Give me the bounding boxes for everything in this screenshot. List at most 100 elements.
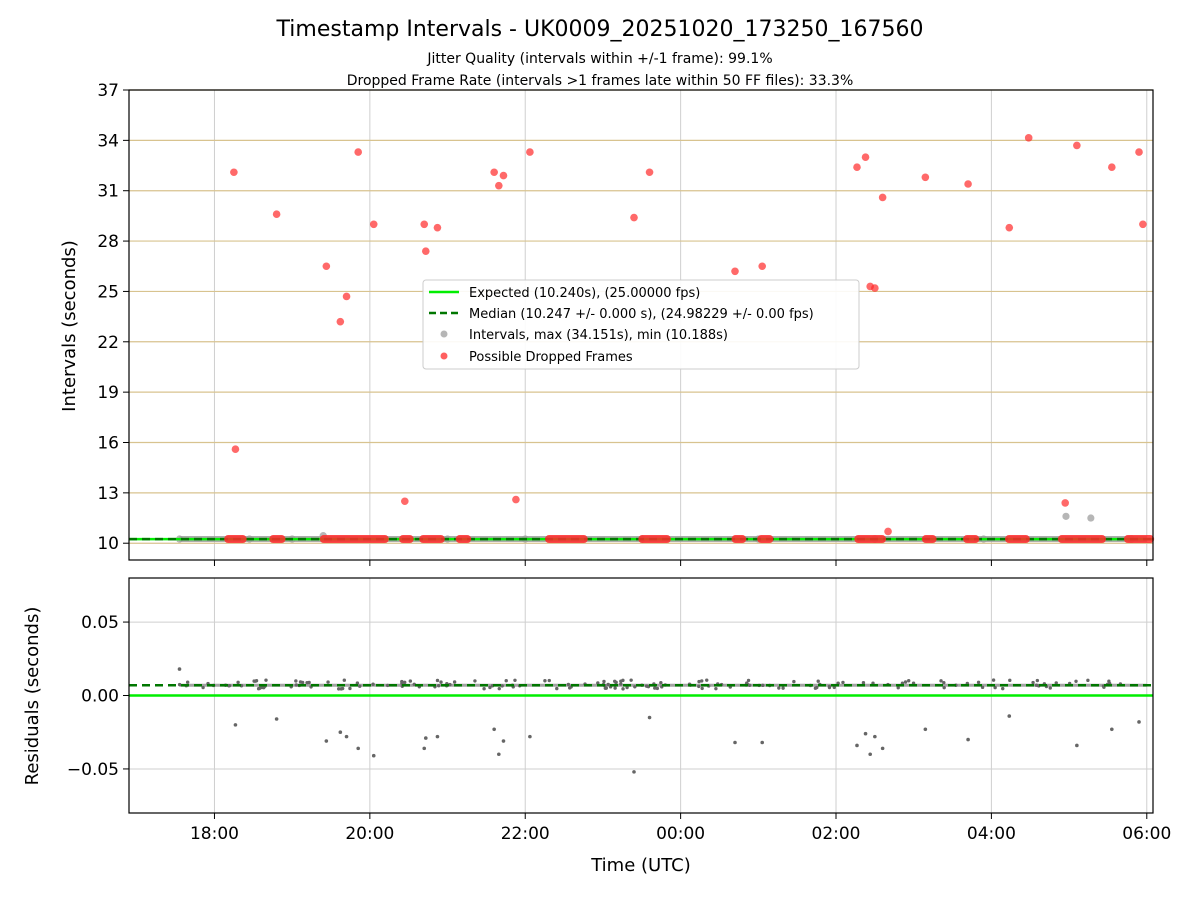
legend-dropped-label: Possible Dropped Frames [469, 350, 633, 365]
residual-point [500, 684, 504, 688]
dropped-frame-point [526, 148, 534, 156]
top-y-tick-label: 13 [97, 484, 119, 504]
residual-outlier-point [647, 715, 652, 720]
residual-point [991, 678, 996, 682]
dropped-frame-point [322, 262, 331, 271]
residual-point [604, 686, 608, 690]
residual-outlier-point [880, 746, 885, 751]
residual-point [612, 679, 617, 683]
dropped-frame-point [495, 181, 503, 190]
x-tick-label: 00:00 [656, 824, 705, 844]
residual-point [714, 686, 718, 691]
residual-point [358, 684, 362, 688]
residual-point [300, 680, 305, 685]
bottom-y-tick-label: 0.00 [81, 687, 119, 707]
residual-outlier-point [1110, 727, 1114, 732]
residual-point [436, 684, 441, 688]
residual-point [827, 684, 832, 689]
residual-point [625, 685, 629, 690]
dropped-frame-point [1024, 134, 1033, 142]
interval-point [1062, 512, 1070, 520]
residual-outlier-point [966, 737, 970, 742]
residual-point [371, 682, 375, 686]
bottom-plot-frame [128, 577, 1154, 814]
dropped-frame-point [512, 495, 520, 504]
dropped-frame-point [369, 220, 378, 229]
residual-point [403, 680, 407, 685]
residual-point [305, 680, 309, 685]
residual-point [336, 687, 341, 691]
residual-point [264, 678, 268, 682]
dropped-frame-point [1005, 223, 1014, 232]
dropped-frame-cluster [419, 535, 445, 544]
residual-outlier-point [338, 730, 343, 735]
residual-point [700, 679, 704, 683]
residual-outlier-point [233, 723, 238, 727]
residual-outlier-point [855, 743, 859, 748]
residual-point [907, 679, 911, 683]
residual-point [1107, 679, 1111, 683]
dropped-frame-point [230, 168, 238, 177]
residual-outlier-point [492, 727, 496, 732]
top-y-tick-label: 10 [97, 534, 119, 554]
legend-intervals-label: Intervals, max (34.151s), min (10.188s) [469, 328, 728, 343]
dropped-frame-point [758, 262, 767, 271]
dropped-frame-point [878, 193, 887, 202]
dropped-frame-point [421, 247, 430, 255]
residual-point [555, 686, 559, 691]
residual-point [1035, 678, 1040, 683]
residual-point [700, 686, 704, 691]
residual-point [653, 686, 657, 690]
residual-point [201, 685, 205, 690]
residual-point [177, 682, 182, 687]
residual-point [621, 687, 625, 691]
residual-point [621, 678, 625, 683]
top-y-tick-label: 37 [97, 81, 119, 101]
top-y-tick-label: 28 [97, 232, 119, 252]
residual-point [342, 678, 347, 682]
residual-point [294, 679, 298, 683]
residual-point [993, 685, 997, 690]
residual-point [1086, 678, 1090, 683]
residual-point [792, 679, 796, 684]
residual-point [1031, 680, 1035, 685]
residual-point [452, 680, 457, 684]
residual-point [655, 686, 660, 691]
residual-point [816, 679, 820, 683]
residual-point [746, 678, 751, 683]
chart-subtitle-dropped: Dropped Frame Rate (intervals >1 frames … [347, 73, 854, 89]
x-tick-label: 04:00 [967, 824, 1016, 844]
residual-point [606, 682, 610, 687]
top-plot-frame [128, 89, 1154, 561]
residual-outlier-point [868, 752, 872, 757]
intervals-panel: 10 13 16 19 22 25 28 31 34 37 [97, 81, 1155, 566]
residual-point [408, 679, 413, 683]
residual-outlier-point [863, 731, 868, 736]
x-tick-label: 22:00 [501, 824, 550, 844]
top-y-tick-label: 22 [97, 333, 119, 353]
residual-outlier-point [1007, 714, 1012, 718]
residual-outlier-point [422, 746, 427, 751]
dropped-frame-point [231, 445, 240, 454]
residual-point [596, 681, 600, 685]
residual-point [761, 683, 765, 688]
residual-outlier-point [324, 739, 329, 743]
residual-point [488, 685, 492, 690]
dropped-frame-cluster [1057, 535, 1106, 544]
legend-intervals-swatch [440, 330, 448, 338]
dropped-frame-point [499, 171, 508, 180]
dropped-frame-cluster [545, 535, 588, 544]
residual-point [1001, 686, 1005, 691]
legend-median-label: Median (10.247 +/- 0.000 s), (24.98229 +… [469, 307, 814, 322]
residual-outlier-point [344, 734, 349, 739]
dropped-frame-point [630, 213, 638, 222]
chart-title: Timestamp Intervals - UK0009_20251020_17… [276, 17, 924, 42]
dropped-frame-cluster [757, 535, 774, 544]
residual-point [497, 686, 501, 691]
dropped-frame-point [731, 267, 739, 276]
dropped-frame-cluster [455, 535, 472, 544]
residual-point [659, 680, 663, 685]
residual-point [547, 678, 551, 683]
dropped-frame-point [354, 148, 362, 156]
